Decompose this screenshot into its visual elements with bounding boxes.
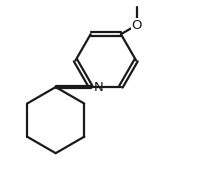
Text: N: N	[94, 80, 103, 94]
Text: O: O	[131, 19, 142, 32]
